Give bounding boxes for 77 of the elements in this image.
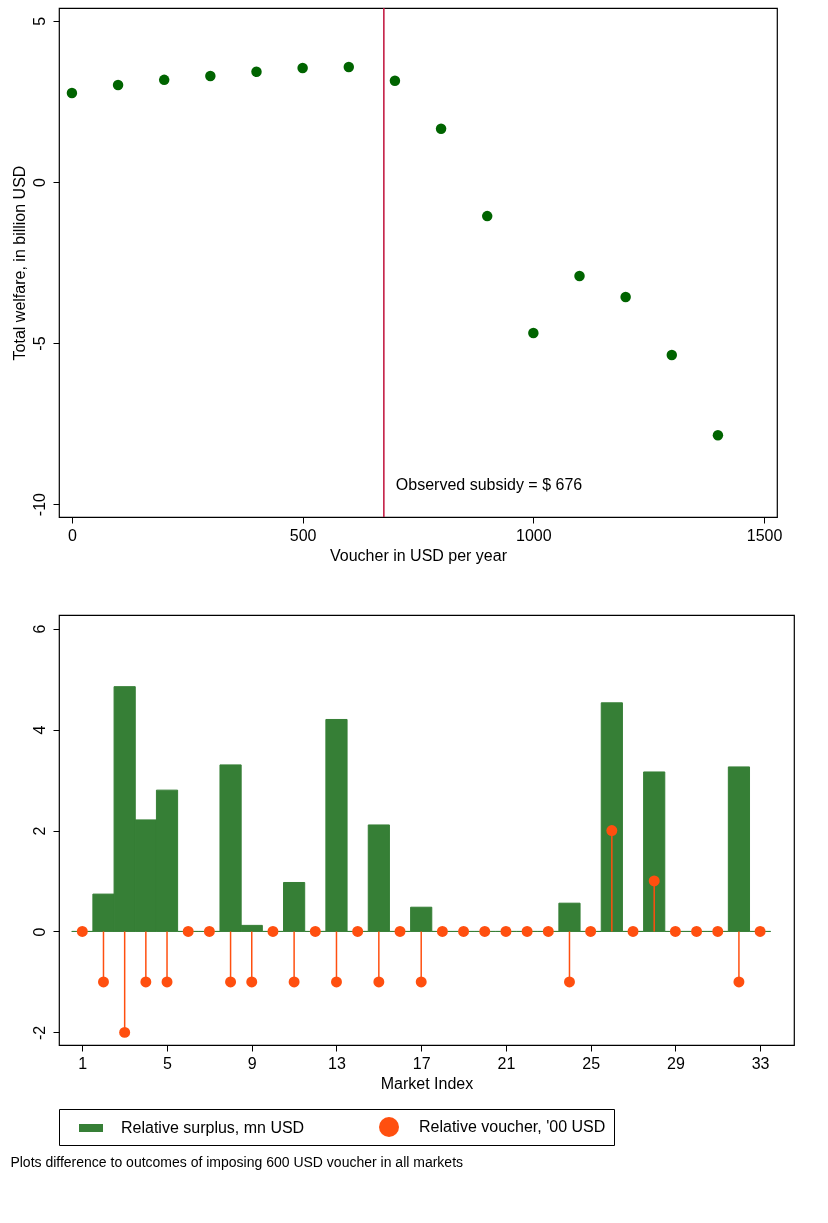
- point: [203, 925, 215, 937]
- point: [309, 925, 321, 937]
- point: [182, 925, 194, 937]
- point: [521, 925, 533, 937]
- point: [435, 123, 447, 135]
- point: [373, 976, 385, 988]
- y-tick-label: 0: [30, 177, 48, 187]
- point: [585, 925, 597, 937]
- point: [352, 925, 364, 937]
- point: [436, 925, 448, 937]
- point: [627, 925, 639, 937]
- point: [733, 976, 745, 988]
- x-tick-label: 9: [247, 1054, 257, 1072]
- text: Plots difference to outcomes of imposing 600 USD voucher in all markets: [10, 1154, 464, 1171]
- point: [225, 976, 237, 988]
- y-tick-label: 2: [30, 826, 48, 836]
- point: [574, 270, 585, 282]
- x-tick-label: 29: [666, 1054, 685, 1072]
- point: [205, 70, 216, 82]
- point: [754, 925, 766, 937]
- point: [415, 976, 427, 988]
- x-tick-label: 1: [78, 1054, 88, 1072]
- point: [98, 976, 109, 988]
- point: [119, 1026, 131, 1038]
- point: [620, 291, 631, 303]
- point: [251, 66, 262, 78]
- x-tick-label: 5: [163, 1054, 173, 1072]
- point: [528, 327, 539, 339]
- ref-line-label: Observed subsidy = $ 676: [395, 476, 583, 493]
- point: [389, 75, 401, 87]
- y-tick-label: -2: [30, 1025, 48, 1040]
- y-tick-label: 0: [30, 927, 48, 937]
- x-tick-label: 21: [497, 1054, 516, 1072]
- point: [648, 875, 660, 887]
- point: [343, 61, 355, 73]
- y-tick-label: 6: [30, 624, 48, 634]
- point: [331, 976, 342, 988]
- y-tick-label: -10: [30, 492, 48, 517]
- point: [140, 976, 152, 988]
- point: [288, 976, 300, 988]
- legend-label: Relative voucher, '00 USD: [419, 1118, 606, 1135]
- point: [297, 62, 308, 74]
- y-tick-label: 4: [30, 725, 48, 735]
- point: [606, 825, 618, 836]
- legend-label: Relative surplus, mn USD: [121, 1119, 305, 1136]
- point: [76, 925, 88, 937]
- x-tick-label: 33: [751, 1054, 770, 1072]
- point: [481, 210, 493, 222]
- point: [394, 925, 406, 937]
- point: [500, 925, 512, 937]
- x-tick-label: 25: [582, 1054, 601, 1072]
- point: [246, 976, 258, 988]
- point: [712, 925, 724, 937]
- x-tick-label: 1500: [746, 526, 783, 544]
- x-tick-label: 13: [328, 1054, 346, 1072]
- x-tick-label: 500: [289, 526, 317, 544]
- point: [666, 349, 678, 361]
- x-tick-label: 0: [67, 526, 77, 544]
- point: [161, 976, 173, 988]
- y-tick-label: -5: [30, 336, 48, 351]
- y-tick-label: 5: [30, 16, 48, 26]
- point: [479, 925, 491, 937]
- point: [158, 74, 170, 86]
- point: [691, 925, 703, 937]
- point: [542, 925, 554, 937]
- x-axis-title: Market Index: [380, 1074, 474, 1092]
- x-tick-label: 1000: [516, 526, 552, 544]
- y-axis-title: Total welfare, in billion USD: [10, 165, 28, 361]
- point: [112, 79, 124, 91]
- x-tick-label: 17: [412, 1054, 431, 1072]
- point: [564, 976, 575, 988]
- x-axis-title: Voucher in USD per year: [330, 546, 508, 564]
- point: [712, 429, 724, 441]
- point: [458, 925, 470, 937]
- point: [267, 925, 279, 937]
- point: [66, 87, 78, 99]
- point: [669, 925, 681, 937]
